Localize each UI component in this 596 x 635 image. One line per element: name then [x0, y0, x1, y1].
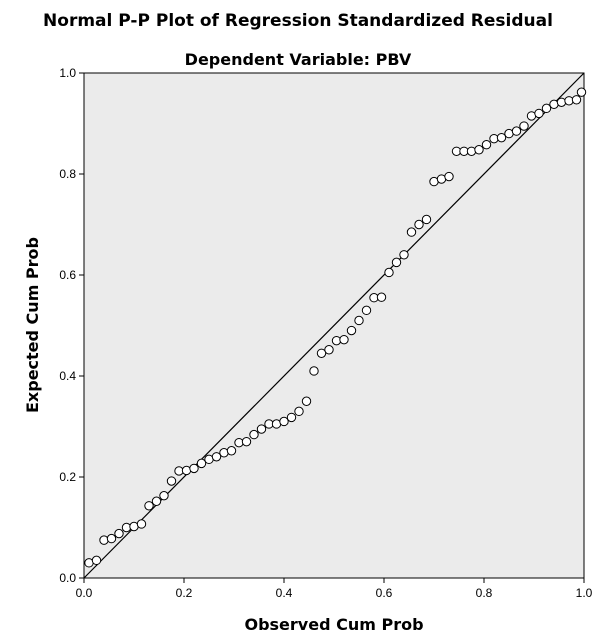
x-axis: 0.0 0.2 0.4 0.6 0.8 1.0 [76, 578, 593, 600]
data-point [496, 132, 507, 143]
data-point [361, 305, 372, 316]
data-point [91, 555, 102, 566]
x-tick-label: 0.0 [76, 586, 93, 600]
data-point [384, 267, 394, 278]
data-point [279, 416, 289, 427]
data-point [474, 145, 484, 155]
chart-subtitle: Dependent Variable: PBV [185, 50, 412, 69]
data-point [481, 140, 492, 150]
data-point [541, 103, 552, 114]
data-point [511, 126, 522, 136]
data-point [294, 406, 304, 417]
data-point [136, 519, 147, 529]
data-point [226, 446, 237, 456]
y-tick-label: 0.2 [59, 470, 76, 484]
data-point [346, 325, 357, 336]
data-point [376, 292, 387, 302]
x-tick-label: 1.0 [576, 586, 593, 600]
y-axis-label: Expected Cum Prob [23, 237, 42, 413]
data-point [391, 257, 402, 268]
data-point [316, 348, 327, 358]
data-point [151, 496, 162, 506]
data-point [576, 87, 587, 97]
data-point [114, 528, 124, 539]
data-point [301, 396, 312, 406]
data-point [444, 171, 454, 182]
x-tick-label: 0.2 [176, 586, 193, 600]
data-point [211, 452, 222, 462]
data-point [189, 463, 199, 474]
data-point [519, 121, 529, 131]
y-tick-label: 0.8 [59, 167, 76, 181]
data-point [256, 424, 267, 434]
y-axis: 0.0 0.2 0.4 0.6 0.8 1.0 [59, 66, 84, 585]
data-point [249, 429, 259, 440]
data-point [414, 219, 424, 230]
data-point [106, 533, 117, 544]
chart-title: Normal P-P Plot of Regression Standardiz… [43, 11, 553, 31]
x-axis-label: Observed Cum Prob [244, 615, 423, 634]
data-point [534, 108, 544, 119]
data-point [166, 476, 177, 486]
y-tick-label: 0.0 [59, 571, 76, 585]
data-point [399, 250, 409, 260]
data-point [196, 458, 207, 469]
x-tick-label: 0.8 [476, 586, 493, 600]
data-point [99, 535, 109, 545]
x-tick-label: 0.6 [376, 586, 393, 600]
data-point [466, 146, 477, 156]
data-point [241, 436, 252, 447]
y-tick-label: 1.0 [59, 66, 76, 80]
data-point [286, 412, 297, 423]
data-point [324, 345, 334, 355]
data-point [421, 214, 432, 225]
data-point [556, 97, 567, 107]
data-point [309, 366, 319, 376]
data-point [354, 315, 364, 326]
y-tick-label: 0.6 [59, 268, 76, 282]
data-point [144, 501, 154, 511]
data-point [406, 227, 417, 237]
data-point [159, 490, 169, 501]
data-point [339, 334, 349, 345]
y-tick-label: 0.4 [59, 369, 76, 383]
data-point [571, 95, 582, 105]
data-points [84, 87, 587, 568]
x-tick-label: 0.4 [276, 586, 293, 600]
